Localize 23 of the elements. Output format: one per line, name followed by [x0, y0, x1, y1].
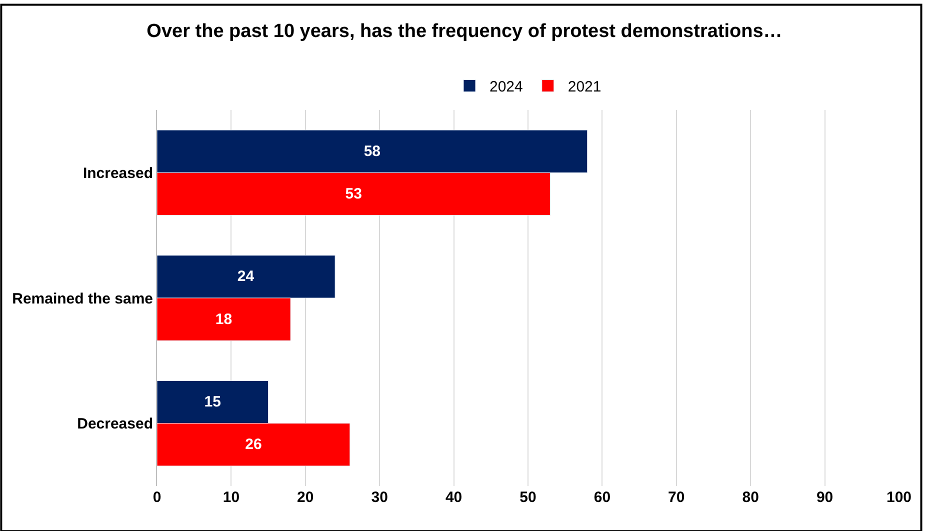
x-tick-label: 60: [594, 489, 611, 506]
data-label: 18: [215, 310, 232, 328]
x-tick-label: 10: [222, 489, 240, 506]
data-label: 24: [237, 268, 255, 286]
x-tick-label: 100: [886, 489, 912, 506]
data-label: 58: [364, 142, 381, 160]
legend-label: 2021: [568, 78, 602, 96]
data-label: 53: [345, 185, 362, 202]
x-tick-label: 20: [297, 489, 314, 506]
chart-title: Over the past 10 years, has the frequency of protest demonstrations…: [146, 21, 782, 42]
x-tick-label: 80: [742, 489, 759, 506]
x-tick-label: 30: [371, 489, 388, 506]
x-tick-label: 0: [152, 489, 162, 506]
x-tick-label: 70: [668, 489, 685, 506]
x-tick-label: 50: [520, 489, 536, 506]
data-label: 26: [245, 436, 262, 454]
y-tick-label: Remained the same: [12, 290, 153, 308]
x-tick-label: 40: [445, 489, 462, 506]
y-tick-label: Increased: [82, 164, 153, 182]
data-label: 15: [204, 394, 221, 411]
x-tick-label: 90: [816, 489, 834, 506]
legend-label: 2024: [490, 78, 523, 96]
y-tick-label: Decreased: [77, 416, 153, 433]
